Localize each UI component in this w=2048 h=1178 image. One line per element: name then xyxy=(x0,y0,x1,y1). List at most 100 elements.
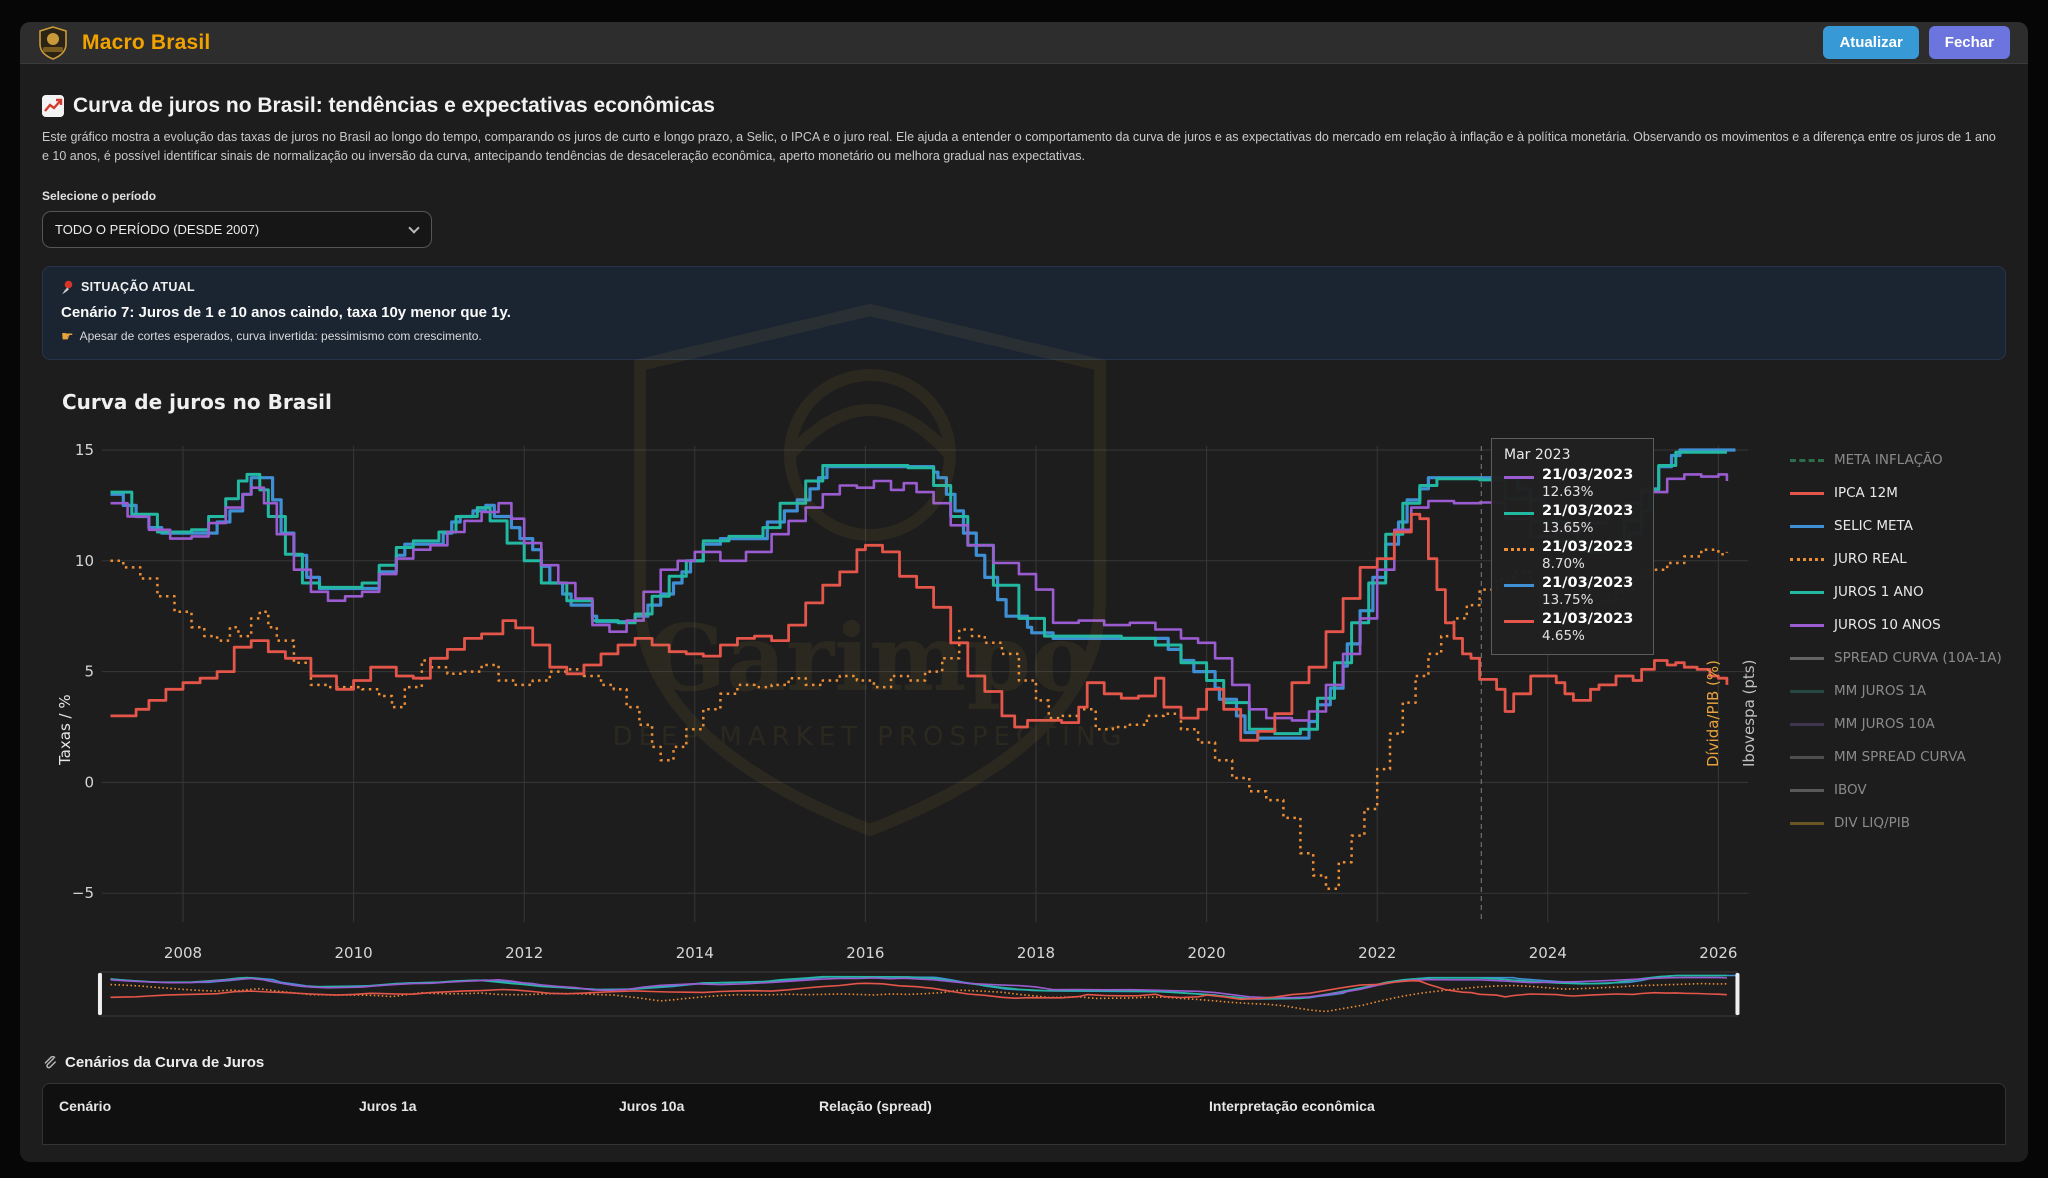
close-button[interactable]: Fechar xyxy=(1928,26,2010,59)
legend-label: MM JUROS 10A xyxy=(1834,716,1935,733)
legend-item-ibov[interactable]: IBOV xyxy=(1790,774,2002,807)
situation-card: SITUAÇÃO ATUAL Cenário 7: Juros de 1 e 1… xyxy=(42,265,2006,360)
svg-text:2010: 2010 xyxy=(335,944,373,962)
legend-swatch xyxy=(1790,722,1824,726)
legend-item-spread-curva-10a-1a-[interactable]: SPREAD CURVA (10A-1A) xyxy=(1790,642,2002,675)
legend-label: SPREAD CURVA (10A-1A) xyxy=(1834,650,2002,667)
right-axis-label-divida: Dívida/PIB (%) xyxy=(1704,659,1722,767)
legend-label: JUROS 10 ANOS xyxy=(1834,617,1941,634)
legend-item-meta-infla-o[interactable]: META INFLAÇÃO xyxy=(1790,444,2002,477)
table-header-interpreta-o-econ-mica: Interpretação econômica xyxy=(1193,1083,2005,1144)
legend-swatch xyxy=(1790,590,1824,594)
paperclip-icon xyxy=(44,1055,56,1069)
legend-swatch xyxy=(1790,755,1824,759)
svg-text:2012: 2012 xyxy=(505,944,543,962)
series-juro-real xyxy=(110,548,1729,890)
yield-curve-plot[interactable]: 2008 2010 2012 2014 2016 2018 2020 2022 2024 2026… xyxy=(42,420,2006,1020)
scenarios-heading-text: Cenários da Curva de Juros xyxy=(65,1053,265,1071)
legend-item-div-liq-pib[interactable]: DIV LIQ/PIB xyxy=(1790,807,2002,840)
series-juros-1-ano xyxy=(110,450,1727,735)
series-ipca-12m xyxy=(110,512,1729,742)
legend-item-ipca-12m[interactable]: IPCA 12M xyxy=(1790,477,2002,510)
svg-text:2008: 2008 xyxy=(164,944,202,962)
update-button[interactable]: Atualizar xyxy=(1823,26,1919,59)
tooltip-series-swatch xyxy=(1504,511,1534,515)
legend-label: DIV LIQ/PIB xyxy=(1834,815,1910,832)
situation-note: ☛ Apesar de cortes esperados, curva inve… xyxy=(61,328,1987,345)
svg-text:2020: 2020 xyxy=(1188,944,1226,962)
table-header-rela-o-spread-: Relação (spread) xyxy=(803,1083,1193,1144)
page-title: Curva de juros no Brasil: tendências e e… xyxy=(42,94,2006,118)
situation-heading: SITUAÇÃO ATUAL xyxy=(61,280,1987,295)
legend-label: IPCA 12M xyxy=(1834,485,1898,502)
situation-scenario: Cenário 7: Juros de 1 e 10 anos caindo, … xyxy=(61,303,511,321)
svg-text:2024: 2024 xyxy=(1529,944,1567,962)
tooltip-entry: 21/03/2023 8.70% xyxy=(1504,539,1643,572)
chart-legend: META INFLAÇÃO IPCA 12M SELIC META JURO REAL… xyxy=(1790,444,2002,840)
scenarios-table: Cenário Juros 1a Juros 10a Relação (spread)… xyxy=(43,1083,2005,1144)
period-label: Selecione o período xyxy=(42,188,157,203)
table-header-cen-rio: Cenário xyxy=(43,1083,343,1144)
situation-heading-text: SITUAÇÃO ATUAL xyxy=(81,280,195,295)
series-juros-10-anos xyxy=(110,472,1729,722)
legend-item-juros-1-ano[interactable]: JUROS 1 ANO xyxy=(1790,576,2002,609)
page-title-text: Curva de juros no Brasil: tendências e e… xyxy=(73,94,715,117)
range-handle-left[interactable] xyxy=(97,972,102,1015)
page-description: Este gráfico mostra a evolução das taxas… xyxy=(42,130,1996,164)
pushpin-icon xyxy=(62,280,73,294)
legend-item-juro-real[interactable]: JURO REAL xyxy=(1790,543,2002,576)
legend-label: MM JUROS 1A xyxy=(1834,683,1927,700)
app-header: Macro Brasil Atualizar Fechar xyxy=(20,22,2028,64)
garimpo-logo-icon xyxy=(39,25,67,60)
svg-text:−5: −5 xyxy=(72,884,94,902)
svg-text:0: 0 xyxy=(84,773,94,791)
point-right-icon: ☛ xyxy=(61,327,74,344)
tooltip-series-swatch xyxy=(1504,475,1534,479)
legend-item-juros-10-anos[interactable]: JUROS 10 ANOS xyxy=(1790,609,2002,642)
tooltip-title: Mar 2023 xyxy=(1504,446,1571,463)
legend-swatch xyxy=(1790,491,1824,495)
scenarios-heading: Cenários da Curva de Juros xyxy=(42,1054,2006,1071)
legend-label: JUROS 1 ANO xyxy=(1834,584,1924,601)
svg-text:5: 5 xyxy=(84,662,94,680)
right-axis-label-ibovespa: Ibovespa (pts) xyxy=(1740,659,1758,767)
svg-text:15: 15 xyxy=(75,441,94,459)
legend-swatch xyxy=(1790,524,1824,528)
legend-label: META INFLAÇÃO xyxy=(1834,452,1943,469)
tooltip-entry: 21/03/2023 12.63% xyxy=(1504,467,1643,500)
situation-note-text: Apesar de cortes esperados, curva invert… xyxy=(79,329,482,344)
range-handle-right[interactable] xyxy=(1735,972,1740,1015)
svg-text:2014: 2014 xyxy=(676,944,714,962)
legend-swatch xyxy=(1790,689,1824,693)
table-header-juros-1a: Juros 1a xyxy=(343,1083,603,1144)
legend-swatch xyxy=(1790,788,1824,792)
chart-title: Curva de juros no Brasil xyxy=(62,389,332,414)
period-select[interactable]: TODO O PERÍODO (DESDE 2007) xyxy=(42,210,432,248)
chart-area: 2008 2010 2012 2014 2016 2018 2020 2022 2024 2026… xyxy=(42,420,2006,1020)
y-axis-label: Taxas / % xyxy=(56,694,74,766)
legend-swatch xyxy=(1790,623,1824,627)
scenarios-table-card: Cenário Juros 1a Juros 10a Relação (spread)… xyxy=(42,1082,2006,1145)
legend-label: SELIC META xyxy=(1834,518,1913,535)
tooltip-entry: 21/03/2023 13.65% xyxy=(1504,503,1643,536)
legend-item-mm-juros-1a[interactable]: MM JUROS 1A xyxy=(1790,675,2002,708)
legend-label: MM SPREAD CURVA xyxy=(1834,749,1966,766)
legend-item-selic-meta[interactable]: SELIC META xyxy=(1790,510,2002,543)
legend-label: JURO REAL xyxy=(1834,551,1907,568)
app-title: Macro Brasil xyxy=(82,30,211,54)
legend-swatch xyxy=(1790,821,1824,825)
svg-text:2016: 2016 xyxy=(846,944,884,962)
svg-text:10: 10 xyxy=(75,552,94,570)
chart-tooltip: Mar 2023 21/03/2023 12.63% 21/03/2023 13.65… xyxy=(1491,437,1654,655)
legend-item-mm-juros-10a[interactable]: MM JUROS 10A xyxy=(1790,708,2002,741)
svg-text:2018: 2018 xyxy=(1017,944,1055,962)
tooltip-entry: 21/03/2023 13.75% xyxy=(1504,575,1643,608)
legend-label: IBOV xyxy=(1834,782,1867,799)
legend-item-mm-spread-curva[interactable]: MM SPREAD CURVA xyxy=(1790,741,2002,774)
legend-swatch xyxy=(1790,557,1824,561)
legend-swatch xyxy=(1790,458,1824,462)
table-header-juros-10a: Juros 10a xyxy=(603,1083,803,1144)
svg-text:2022: 2022 xyxy=(1358,944,1396,962)
tooltip-series-swatch xyxy=(1504,547,1534,551)
tooltip-entry: 21/03/2023 4.65% xyxy=(1504,611,1643,644)
